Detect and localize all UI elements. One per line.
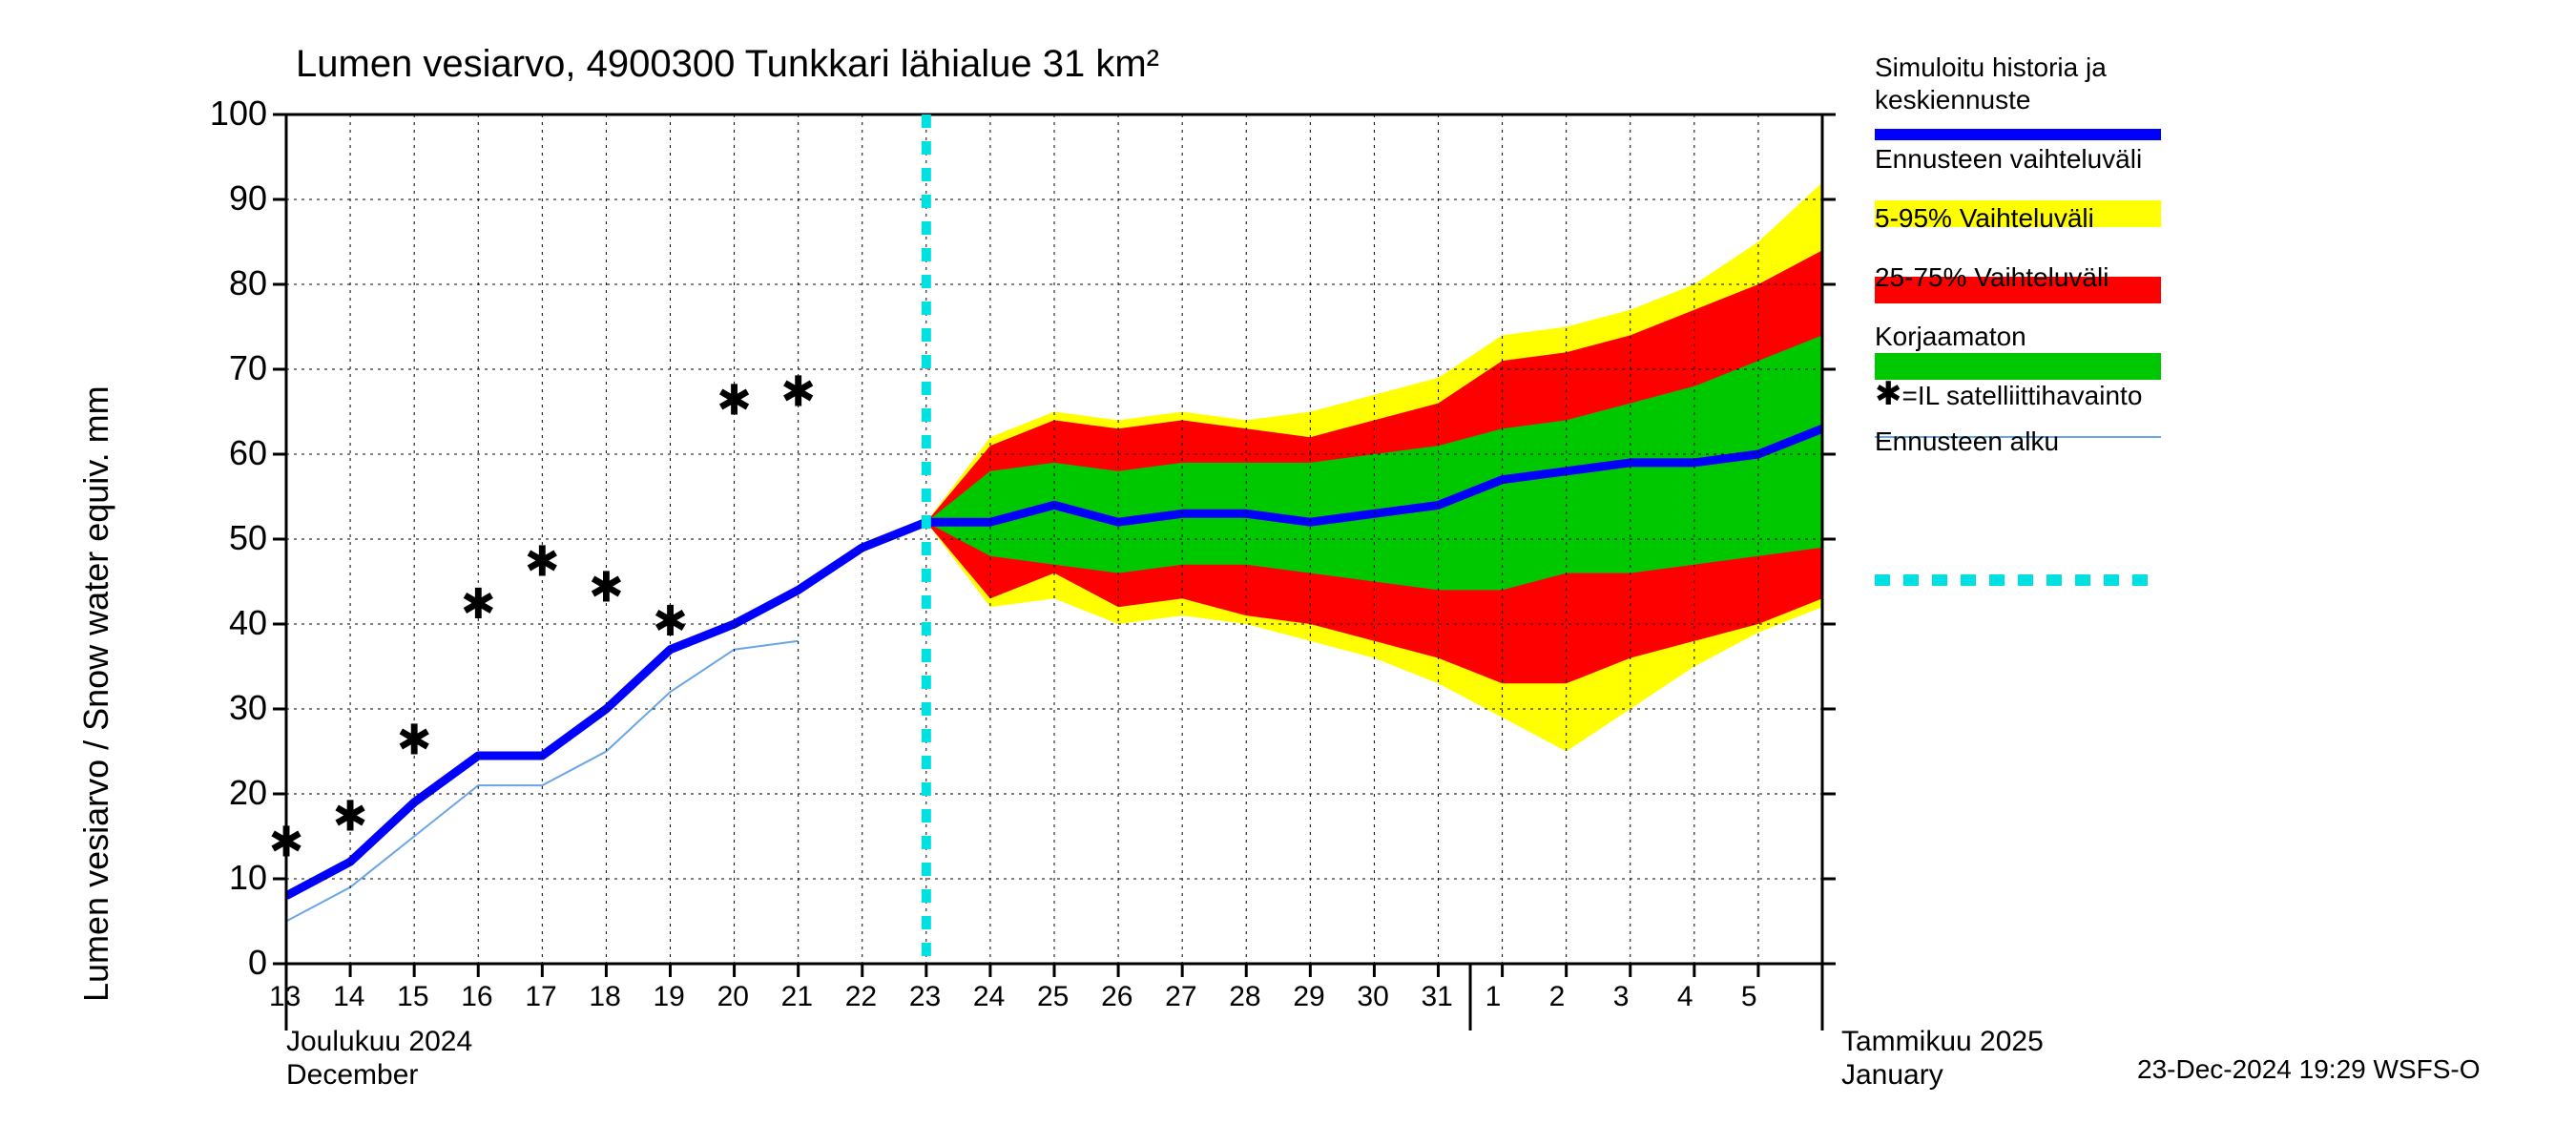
legend-sim-line1: Simuloitu historia ja [1875, 52, 2161, 83]
chart-canvas: ✱ ✱ ✱ ✱ ✱ ✱ ✱ ✱ ✱ [0, 0, 2576, 1145]
legend-25-75: 25-75% Vaihteluväli [1875, 262, 2161, 293]
legend-satellite: ✱=IL satelliittihavainto [1875, 375, 2161, 413]
legend-forecast-start: Ennusteen alku [1875, 427, 2161, 457]
svg-text:✱: ✱ [780, 369, 816, 416]
legend-uncorrected: Korjaamaton [1875, 322, 2161, 352]
svg-text:✱: ✱ [525, 539, 560, 586]
svg-text:✱: ✱ [397, 718, 432, 764]
svg-text:✱: ✱ [333, 794, 368, 841]
legend-sim-line2: keskiennuste [1875, 85, 2161, 115]
svg-text:✱: ✱ [653, 598, 688, 645]
svg-text:✱: ✱ [717, 378, 752, 425]
svg-text:✱: ✱ [461, 581, 496, 628]
timestamp: 23-Dec-2024 19:29 WSFS-O [2137, 1054, 2481, 1085]
legend-range-full: Ennusteen vaihteluväli [1875, 144, 2161, 175]
legend-5-95: 5-95% Vaihteluväli [1875, 203, 2161, 234]
svg-text:✱: ✱ [589, 564, 624, 611]
svg-text:✱: ✱ [269, 819, 304, 865]
